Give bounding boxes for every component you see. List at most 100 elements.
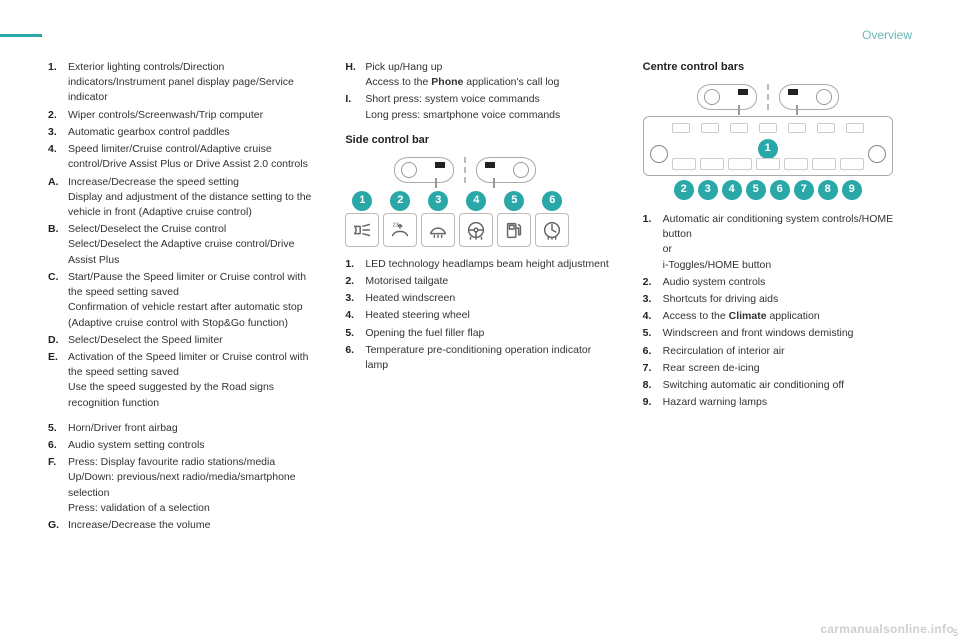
- centre-control-bars-diagram: 1 23456789: [643, 84, 893, 202]
- number-badge: 7: [794, 180, 814, 200]
- list-item: 2.Audio system controls: [643, 275, 912, 290]
- number-badge: 4: [466, 191, 486, 211]
- side-button-cell: 5: [497, 191, 531, 247]
- divider-icon: [464, 157, 466, 183]
- panel-badge-1: 1: [758, 139, 778, 159]
- side-control-bar-diagram: 122X3456: [345, 157, 585, 247]
- item-label: 7.: [643, 361, 663, 376]
- list-item: G.Increase/Decrease the volume: [48, 518, 317, 533]
- column-2: H.Pick up/Hang upAccess to the Phone app…: [345, 60, 614, 610]
- item-label: 2.: [48, 108, 68, 123]
- item-text: Automatic gearbox control paddles: [68, 125, 317, 140]
- ccb-right-mirror-icon: [779, 84, 839, 110]
- side-button-cell: 3: [421, 191, 455, 247]
- number-badge: 6: [542, 191, 562, 211]
- list-item: A.Increase/Decrease the speed settingDis…: [48, 175, 317, 221]
- number-badge: 2: [674, 180, 694, 200]
- item-label: 1.: [345, 257, 365, 272]
- section-header: Overview: [862, 28, 912, 42]
- list-item: C.Start/Pause the Speed limiter or Cruis…: [48, 270, 317, 331]
- item-label: 6.: [643, 344, 663, 359]
- item-text: Audio system setting controls: [68, 438, 317, 453]
- steering-icon: [459, 213, 493, 247]
- side-button-row: 122X3456: [345, 191, 585, 247]
- right-mirror-icon: [476, 157, 536, 183]
- number-badge: 3: [428, 191, 448, 211]
- centre-control-bars-heading: Centre control bars: [643, 60, 912, 76]
- item-text: Temperature pre-conditioning operation i…: [365, 343, 614, 373]
- list-item: D.Select/Deselect the Speed limiter: [48, 333, 317, 348]
- mirror-cluster: [345, 157, 585, 183]
- item-label: I.: [345, 92, 365, 122]
- number-badge: 4: [722, 180, 742, 200]
- item-text: Rear screen de-icing: [663, 361, 912, 376]
- ccb-left-mirror-icon: [697, 84, 757, 110]
- item-text: Opening the fuel filler flap: [365, 326, 614, 341]
- ccb-divider-icon: [767, 84, 769, 110]
- item-label: 1.: [48, 60, 68, 106]
- list-item: E.Activation of the Speed limiter or Cru…: [48, 350, 317, 411]
- side-control-bar-heading: Side control bar: [345, 133, 614, 149]
- number-badge: 2: [390, 191, 410, 211]
- item-text: Horn/Driver front airbag: [68, 421, 317, 436]
- item-label: G.: [48, 518, 68, 533]
- item-label: 3.: [345, 291, 365, 306]
- item-text: Switching automatic air conditioning off: [663, 378, 912, 393]
- item-text: Heated steering wheel: [365, 308, 614, 323]
- item-label: H.: [345, 60, 365, 90]
- ccb-mirror-cluster: [643, 84, 893, 110]
- col1-list-a: 1.Exterior lighting controls/Direction i…: [48, 60, 317, 411]
- item-text: Heated windscreen: [365, 291, 614, 306]
- fuel-icon: [497, 213, 531, 247]
- list-item: 3.Shortcuts for driving aids: [643, 292, 912, 307]
- list-item: F.Press: Display favourite radio station…: [48, 455, 317, 516]
- headlamp-icon: [345, 213, 379, 247]
- list-item: I.Short press: system voice commandsLong…: [345, 92, 614, 122]
- tailgate-icon: 2X: [383, 213, 417, 247]
- list-item: B.Select/Deselect the Cruise controlSele…: [48, 222, 317, 268]
- item-label: 5.: [48, 421, 68, 436]
- item-label: 1.: [643, 212, 663, 273]
- item-label: 4.: [48, 142, 68, 172]
- item-label: E.: [48, 350, 68, 411]
- item-text: Speed limiter/Cruise control/Adaptive cr…: [68, 142, 317, 172]
- list-item: 7.Rear screen de-icing: [643, 361, 912, 376]
- item-label: 2.: [345, 274, 365, 289]
- col3-list: 1.Automatic air conditioning system cont…: [643, 212, 912, 411]
- item-label: A.: [48, 175, 68, 221]
- list-item: 2.Wiper controls/Screenwash/Trip compute…: [48, 108, 317, 123]
- item-label: 9.: [643, 395, 663, 410]
- item-label: C.: [48, 270, 68, 331]
- item-text: Start/Pause the Speed limiter or Cruise …: [68, 270, 317, 331]
- item-text: Select/Deselect the Speed limiter: [68, 333, 317, 348]
- page-number: 5: [953, 628, 958, 638]
- left-mirror-icon: [394, 157, 454, 183]
- list-item: 4.Heated steering wheel: [345, 308, 614, 323]
- list-item: 6.Audio system setting controls: [48, 438, 317, 453]
- item-text: Activation of the Speed limiter or Cruis…: [68, 350, 317, 411]
- col2-list: 1.LED technology headlamps beam height a…: [345, 257, 614, 374]
- item-label: 4.: [643, 309, 663, 324]
- list-item: 3.Heated windscreen: [345, 291, 614, 306]
- list-item: 1.Exterior lighting controls/Direction i…: [48, 60, 317, 106]
- item-text: Press: Display favourite radio stations/…: [68, 455, 317, 516]
- list-item: 3.Automatic gearbox control paddles: [48, 125, 317, 140]
- item-text: Motorised tailgate: [365, 274, 614, 289]
- item-text: Pick up/Hang upAccess to the Phone appli…: [365, 60, 614, 90]
- side-button-cell: 22X: [383, 191, 417, 247]
- item-text: Shortcuts for driving aids: [663, 292, 912, 307]
- list-item: 4.Speed limiter/Cruise control/Adaptive …: [48, 142, 317, 172]
- item-text: Access to the Climate application: [663, 309, 912, 324]
- item-label: 3.: [48, 125, 68, 140]
- watermark: carmanualsonline.info: [820, 622, 954, 636]
- list-item: 9.Hazard warning lamps: [643, 395, 912, 410]
- list-item: H.Pick up/Hang upAccess to the Phone app…: [345, 60, 614, 90]
- number-badge: 9: [842, 180, 862, 200]
- list-item: 2.Motorised tailgate: [345, 274, 614, 289]
- item-label: B.: [48, 222, 68, 268]
- item-text: Hazard warning lamps: [663, 395, 912, 410]
- list-item: 4.Access to the Climate application: [643, 309, 912, 324]
- col1-list-b: 5.Horn/Driver front airbag 6.Audio system…: [48, 421, 317, 534]
- item-text: Automatic air conditioning system contro…: [663, 212, 912, 273]
- number-badge: 8: [818, 180, 838, 200]
